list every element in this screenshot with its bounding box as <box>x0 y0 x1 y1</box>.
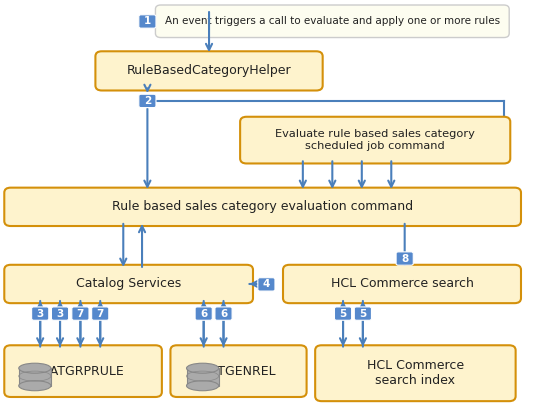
Text: 7: 7 <box>77 309 84 319</box>
FancyBboxPatch shape <box>95 51 323 90</box>
Text: 6: 6 <box>200 309 207 319</box>
Text: HCL Commerce
search index: HCL Commerce search index <box>367 359 464 387</box>
Text: CATGENREL: CATGENREL <box>201 364 276 378</box>
Text: Rule based sales category evaluation command: Rule based sales category evaluation com… <box>112 200 413 214</box>
Text: 6: 6 <box>220 309 227 319</box>
FancyBboxPatch shape <box>240 117 510 163</box>
Text: 7: 7 <box>96 309 104 319</box>
FancyBboxPatch shape <box>139 15 156 28</box>
FancyBboxPatch shape <box>315 345 516 401</box>
FancyBboxPatch shape <box>139 94 156 108</box>
Text: HCL Commerce search: HCL Commerce search <box>331 277 473 291</box>
Text: CATGRPRULE: CATGRPRULE <box>42 364 124 378</box>
FancyBboxPatch shape <box>396 252 413 265</box>
Text: 1: 1 <box>144 17 151 26</box>
FancyBboxPatch shape <box>215 307 232 320</box>
Polygon shape <box>19 368 51 386</box>
FancyBboxPatch shape <box>283 265 521 303</box>
FancyBboxPatch shape <box>258 278 275 291</box>
FancyBboxPatch shape <box>334 307 352 320</box>
FancyBboxPatch shape <box>92 307 109 320</box>
Text: 4: 4 <box>263 279 270 289</box>
Text: 3: 3 <box>56 309 64 319</box>
FancyBboxPatch shape <box>354 307 371 320</box>
FancyBboxPatch shape <box>195 307 212 320</box>
Polygon shape <box>187 368 219 386</box>
Text: 5: 5 <box>359 309 367 319</box>
Text: 2: 2 <box>144 96 151 106</box>
FancyBboxPatch shape <box>170 345 307 397</box>
Ellipse shape <box>187 363 219 373</box>
FancyBboxPatch shape <box>4 265 253 303</box>
FancyBboxPatch shape <box>51 307 69 320</box>
Text: 8: 8 <box>401 254 408 264</box>
Ellipse shape <box>19 363 51 373</box>
Text: 5: 5 <box>339 309 347 319</box>
Text: Evaluate rule based sales category
scheduled job command: Evaluate rule based sales category sched… <box>276 129 475 151</box>
Text: 3: 3 <box>36 309 44 319</box>
FancyBboxPatch shape <box>4 345 162 397</box>
FancyBboxPatch shape <box>32 307 49 320</box>
FancyBboxPatch shape <box>4 188 521 226</box>
Text: RuleBasedCategoryHelper: RuleBasedCategoryHelper <box>126 64 292 78</box>
Ellipse shape <box>19 381 51 391</box>
FancyBboxPatch shape <box>155 5 509 38</box>
Text: Catalog Services: Catalog Services <box>76 277 181 291</box>
Text: An event triggers a call to evaluate and apply one or more rules: An event triggers a call to evaluate and… <box>165 16 500 26</box>
Ellipse shape <box>187 381 219 391</box>
FancyBboxPatch shape <box>72 307 89 320</box>
